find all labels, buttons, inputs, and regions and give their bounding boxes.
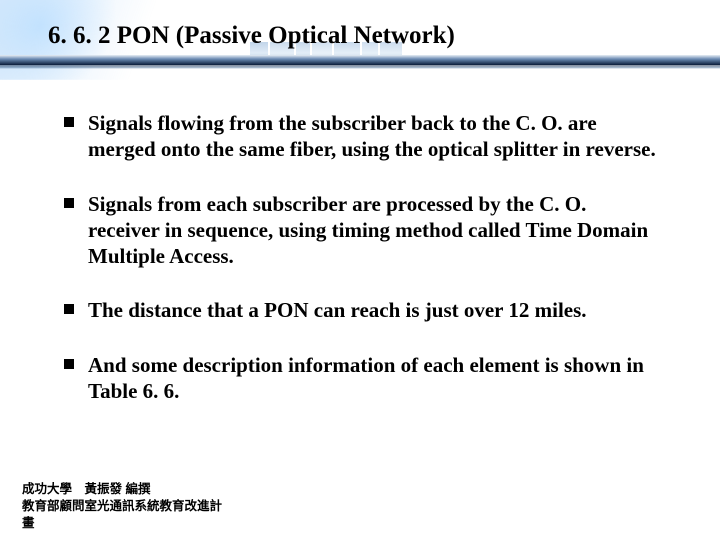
- square-bullet-icon: [64, 359, 74, 369]
- header-bar-shadow: [0, 65, 720, 69]
- bullet-text: Signals flowing from the subscriber back…: [88, 110, 660, 163]
- bullet-item: The distance that a PON can reach is jus…: [64, 297, 660, 323]
- square-bullet-icon: [64, 198, 74, 208]
- bullet-text: And some description information of each…: [88, 352, 660, 405]
- footer-line-2: 教育部顧問室光通訊系統教育改進計: [22, 498, 222, 515]
- bullet-item: Signals flowing from the subscriber back…: [64, 110, 660, 163]
- bullet-text: Signals from each subscriber are process…: [88, 191, 660, 270]
- slide-title: 6. 6. 2 PON (Passive Optical Network): [48, 22, 455, 50]
- square-bullet-icon: [64, 304, 74, 314]
- square-bullet-icon: [64, 117, 74, 127]
- footer-line-3: 畫: [22, 515, 222, 532]
- slide-body: Signals flowing from the subscriber back…: [64, 110, 660, 432]
- slide-footer: 成功大學 黃振發 編撰 教育部顧問室光通訊系統教育改進計 畫: [22, 481, 222, 532]
- bullet-item: Signals from each subscriber are process…: [64, 191, 660, 270]
- header-bar: [0, 55, 720, 65]
- bullet-text: The distance that a PON can reach is jus…: [88, 297, 660, 323]
- footer-line-1: 成功大學 黃振發 編撰: [22, 481, 222, 498]
- bullet-item: And some description information of each…: [64, 352, 660, 405]
